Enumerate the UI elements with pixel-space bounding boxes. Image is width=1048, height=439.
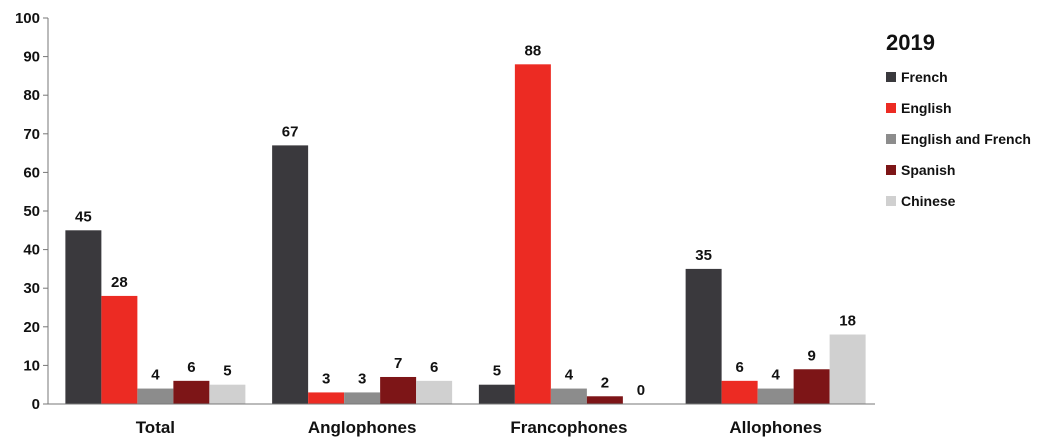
data-label: 0 [637,382,645,399]
data-label: 28 [111,274,128,291]
bar [380,376,417,404]
y-tick-label: 30 [23,280,40,297]
bar [416,380,453,404]
y-tick-label: 10 [23,357,40,374]
bar [65,230,102,404]
data-label: 5 [223,363,231,380]
bar [829,334,866,404]
data-label: 88 [525,42,542,59]
y-tick-label: 60 [23,164,40,181]
bar [308,392,345,404]
data-label: 3 [358,370,366,387]
bar [344,392,381,404]
data-label: 67 [282,123,299,140]
data-label: 35 [695,247,712,264]
data-labels: 45 28 4 6 5 67 3 3 7 6 5 88 4 2 0 35 6 4 9 18 [75,42,856,399]
bar [550,388,587,404]
bar [586,396,623,404]
y-tick-label: 40 [23,242,40,259]
legend-swatch [886,195,896,206]
bar [793,369,830,404]
bar [173,380,210,404]
bar [514,64,551,404]
x-axis: Total Anglophones Francophones Allophones [48,403,875,437]
bar [721,380,758,404]
legend-swatch [886,102,896,113]
bar [757,388,794,404]
data-label: 9 [807,347,815,364]
legend-title: 2019 [886,30,935,55]
x-category-label: Allophones [729,418,822,437]
bars [65,64,866,404]
data-label: 45 [75,208,92,225]
legend-swatch [886,71,896,82]
legend-label: Spanish [901,161,956,178]
legend-item: English [886,97,1031,118]
y-tick-label: 20 [23,319,40,336]
y-tick-label: 90 [23,49,40,66]
bar [209,384,246,404]
bar [101,295,138,404]
y-tick-label: 50 [23,203,40,220]
data-label: 5 [493,363,501,380]
data-label: 4 [151,367,160,384]
legend-item: English and French [886,128,1031,149]
legend-label: English [901,99,952,116]
y-axis: 0 10 20 30 40 50 60 70 80 90 100 [15,10,49,413]
data-label: 4 [565,367,574,384]
legend-item: Spanish [886,159,1031,180]
bar [478,384,515,404]
data-label: 7 [394,355,402,372]
legend-item: Chinese [886,190,1031,211]
legend: 2019 French English English and French Span… [886,30,1031,221]
legend-label: French [901,68,948,85]
legend-label: Chinese [901,192,956,209]
y-tick-label: 100 [15,10,40,27]
bar [272,145,309,404]
data-label: 18 [839,313,856,330]
data-label: 6 [735,359,743,376]
legend-items: French English English and French Spanish Ch… [886,66,1031,211]
legend-swatch [886,164,896,175]
data-label: 3 [322,370,330,387]
bar [685,268,722,404]
y-tick-label: 70 [23,126,40,143]
data-label: 6 [430,359,438,376]
data-label: 6 [187,359,195,376]
data-label: 2 [601,374,609,391]
y-tick-label: 80 [23,87,40,104]
y-tick-label: 0 [32,396,40,413]
legend-swatch [886,133,896,144]
legend-label: English and French [901,130,1031,147]
bar [137,388,174,404]
legend-item: French [886,66,1031,87]
data-label: 4 [771,367,780,384]
x-category-label: Total [136,418,175,437]
x-category-label: Francophones [510,418,627,437]
x-category-label: Anglophones [308,418,417,437]
